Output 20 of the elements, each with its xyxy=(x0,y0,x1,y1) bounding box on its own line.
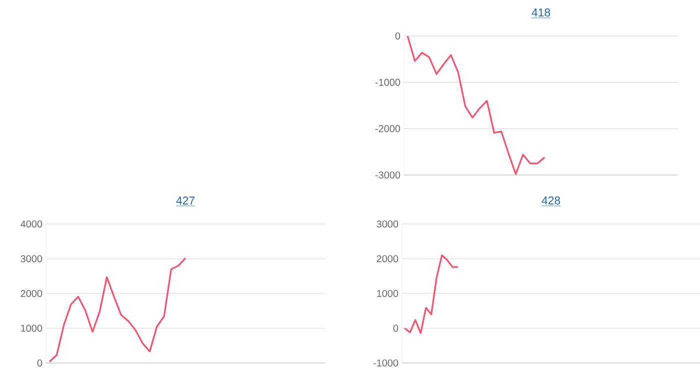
chart-title: 418 xyxy=(532,8,550,17)
chart-title: 427 xyxy=(176,196,194,205)
line-series xyxy=(406,36,546,175)
y-tick-label: 3000 xyxy=(20,255,42,262)
y-tick-label: -1000 xyxy=(373,359,398,367)
y-tick-label: 3000 xyxy=(376,220,398,228)
y-tick-label: 0 xyxy=(393,324,398,332)
chart-title: 428 xyxy=(542,196,560,205)
y-tick-label: -3000 xyxy=(375,171,400,179)
y-tick-label: 4000 xyxy=(20,220,42,228)
y-tick-label: 0 xyxy=(37,359,42,367)
y-tick-label: 2000 xyxy=(376,255,398,262)
y-tick-label: 0 xyxy=(395,32,400,40)
y-tick-label: 1000 xyxy=(21,324,42,332)
y-tick-label: -2000 xyxy=(375,125,400,132)
line-series xyxy=(48,257,186,362)
y-tick-label: 2000 xyxy=(20,290,42,298)
y-tick-label: -1000 xyxy=(375,78,400,86)
y-tick-label: 1000 xyxy=(377,290,398,298)
line-series xyxy=(404,254,459,334)
